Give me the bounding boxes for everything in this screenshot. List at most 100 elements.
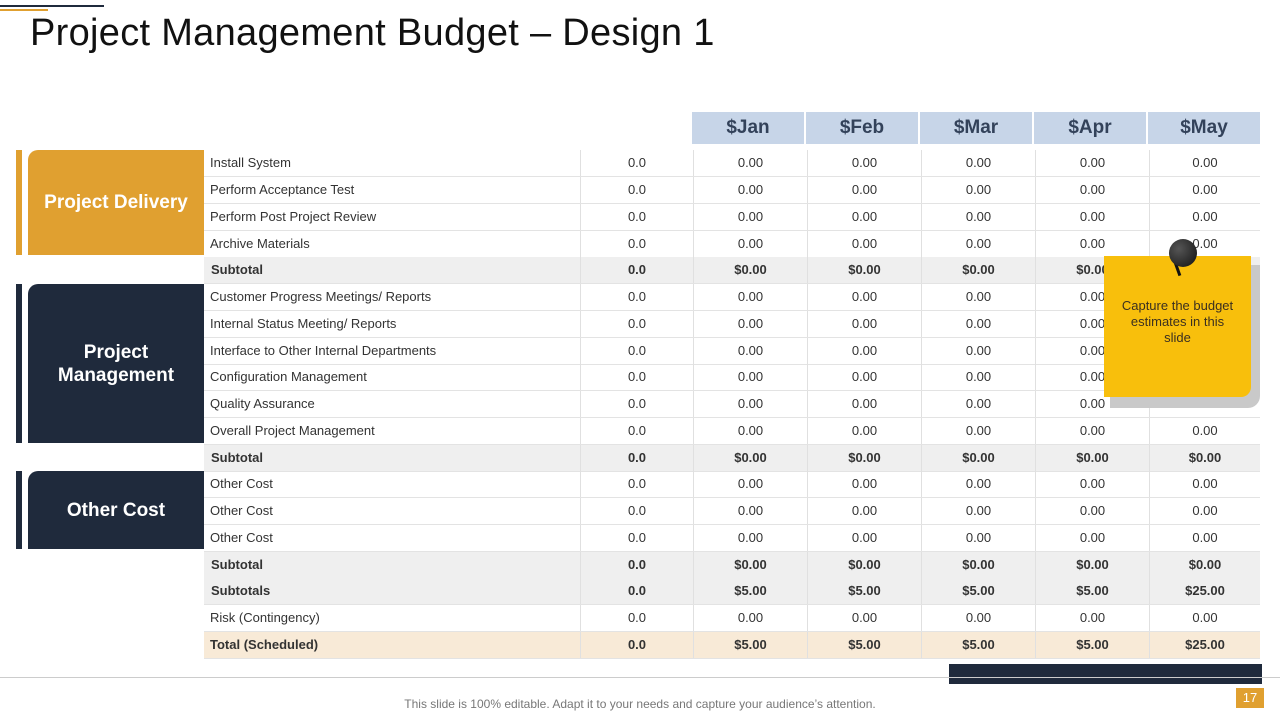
may-value-cell: 0.00 — [1149, 498, 1260, 524]
apr-value-cell: $0.00 — [1035, 445, 1149, 471]
row-label: Total (Scheduled) — [210, 637, 319, 652]
mar-value-cell: 0.00 — [921, 471, 1035, 497]
project-management-accent-bar — [16, 284, 22, 443]
feb-value-cell: 0.00 — [807, 204, 921, 230]
feb-value-cell: 0.00 — [807, 525, 921, 551]
base-value-cell: 0.0 — [580, 418, 693, 444]
feb-value-cell: 0.00 — [807, 391, 921, 417]
decorative-bar — [949, 664, 1262, 684]
base-value-cell: 0.0 — [580, 150, 693, 176]
table-row: Configuration Management 0.0 0.00 0.00 0.00 0… — [204, 364, 1260, 391]
apr-value-cell: $5.00 — [1035, 578, 1149, 604]
row-label: Customer Progress Meetings/ Reports — [210, 289, 432, 304]
table-row: Other Cost 0.0 0.00 0.00 0.00 0.00 0.00 — [204, 471, 1260, 498]
base-value-cell: 0.0 — [580, 605, 693, 631]
mar-value-cell: 0.00 — [921, 338, 1035, 364]
mar-value-cell: 0.00 — [921, 418, 1035, 444]
jan-value-cell: 0.00 — [693, 284, 807, 310]
base-value-cell: 0.0 — [580, 525, 693, 551]
jan-value-cell: $0.00 — [693, 445, 807, 471]
apr-value-cell: 0.00 — [1035, 231, 1149, 257]
may-value-cell: $25.00 — [1149, 578, 1260, 604]
jan-value-cell: 0.00 — [693, 471, 807, 497]
may-value-cell: 0.00 — [1149, 231, 1260, 257]
jan-value-cell: $5.00 — [693, 632, 807, 658]
month-header-feb: $Feb — [806, 112, 918, 144]
may-value-cell: 0.00 — [1149, 418, 1260, 444]
row-label: Install System — [210, 155, 291, 170]
jan-value-cell: 0.00 — [693, 231, 807, 257]
table-row: Install System 0.0 0.00 0.00 0.00 0.00 0.00 — [204, 150, 1260, 177]
row-label: Other Cost — [210, 476, 273, 491]
apr-value-cell: 0.00 — [1035, 284, 1149, 310]
mar-value-cell: $0.00 — [921, 552, 1035, 578]
feb-value-cell: 0.00 — [807, 418, 921, 444]
may-value-cell: $0.00 — [1149, 445, 1260, 471]
row-label: Configuration Management — [210, 369, 367, 384]
base-value-cell: 0.0 — [580, 364, 693, 390]
month-header-jan: $Jan — [692, 112, 804, 144]
base-value-cell: 0.0 — [580, 257, 693, 283]
feb-value-cell: $0.00 — [807, 445, 921, 471]
jan-value-cell: 0.00 — [693, 204, 807, 230]
base-value-cell: 0.0 — [580, 284, 693, 310]
jan-value-cell: 0.00 — [693, 498, 807, 524]
mar-value-cell: 0.00 — [921, 150, 1035, 176]
jan-value-cell: 0.00 — [693, 150, 807, 176]
jan-value-cell: 0.00 — [693, 177, 807, 203]
table-row: Risk (Contingency) 0.0 0.00 0.00 0.00 0.00 0.0… — [204, 605, 1260, 632]
jan-value-cell: 0.00 — [693, 311, 807, 337]
jan-value-cell: 0.00 — [693, 525, 807, 551]
base-value-cell: 0.0 — [580, 552, 693, 578]
jan-value-cell: 0.00 — [693, 418, 807, 444]
row-label: Overall Project Management — [210, 423, 375, 438]
project-delivery-accent-bar — [16, 150, 22, 255]
apr-value-cell: 0.00 — [1035, 498, 1149, 524]
mar-value-cell: $5.00 — [921, 632, 1035, 658]
row-label: Other Cost — [210, 503, 273, 518]
apr-value-cell: 0.00 — [1035, 204, 1149, 230]
jan-value-cell: $5.00 — [693, 578, 807, 604]
base-value-cell: 0.0 — [580, 445, 693, 471]
apr-value-cell: 0.00 — [1035, 150, 1149, 176]
top-accent-line-gold — [0, 9, 48, 11]
mar-value-cell: $0.00 — [921, 445, 1035, 471]
may-value-cell: 0.00 — [1149, 150, 1260, 176]
feb-value-cell: 0.00 — [807, 150, 921, 176]
apr-value-cell: 0.00 — [1035, 391, 1149, 417]
apr-value-cell: 0.00 — [1035, 177, 1149, 203]
month-header-may: $May — [1148, 112, 1260, 144]
table-row: Internal Status Meeting/ Reports 0.0 0.00 0… — [204, 311, 1260, 338]
base-value-cell: 0.0 — [580, 471, 693, 497]
row-label: Perform Acceptance Test — [210, 182, 355, 197]
mar-value-cell: 0.00 — [921, 364, 1035, 390]
feb-value-cell: 0.00 — [807, 338, 921, 364]
page-number: 17 — [1236, 688, 1264, 708]
table-row: Perform Post Project Review 0.0 0.00 0.00 0.… — [204, 204, 1260, 231]
base-value-cell: 0.0 — [580, 578, 693, 604]
may-value-cell: 0.00 — [1149, 471, 1260, 497]
total-row: Total (Scheduled) 0.0 $5.00 $5.00 $5.00 $5.00… — [204, 632, 1260, 659]
mar-value-cell: 0.00 — [921, 605, 1035, 631]
mar-value-cell: 0.00 — [921, 525, 1035, 551]
feb-value-cell: 0.00 — [807, 177, 921, 203]
apr-value-cell: 0.00 — [1035, 364, 1149, 390]
jan-value-cell: 0.00 — [693, 391, 807, 417]
jan-value-cell: 0.00 — [693, 338, 807, 364]
feb-value-cell: 0.00 — [807, 231, 921, 257]
sticky-note-text: Capture the budget estimates in this sli… — [1121, 298, 1234, 345]
group-other-cost: Other Cost — [28, 471, 204, 549]
apr-value-cell: 0.00 — [1035, 471, 1149, 497]
mar-value-cell: 0.00 — [921, 311, 1035, 337]
feb-value-cell: 0.00 — [807, 364, 921, 390]
jan-value-cell: $0.00 — [693, 257, 807, 283]
row-label: Subtotal — [211, 557, 263, 572]
slide-title: Project Management Budget – Design 1 — [30, 12, 715, 54]
pushpin-icon — [1169, 239, 1197, 267]
base-value-cell: 0.0 — [580, 231, 693, 257]
apr-value-cell: 0.00 — [1035, 525, 1149, 551]
table-row: Customer Progress Meetings/ Reports 0.0 0.… — [204, 284, 1260, 311]
